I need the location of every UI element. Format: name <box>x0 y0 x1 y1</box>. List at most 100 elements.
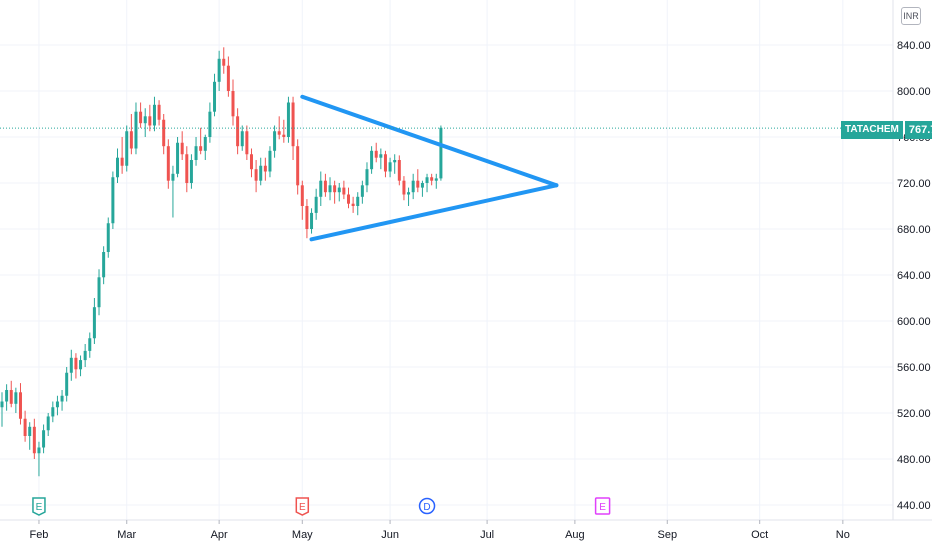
trendline[interactable] <box>309 183 559 242</box>
candle <box>46 413 50 436</box>
candle-body <box>120 157 124 166</box>
candle-body <box>208 111 212 137</box>
triangle-trendlines[interactable] <box>300 94 559 242</box>
event-marker-d[interactable]: D <box>418 497 436 515</box>
candle-body <box>0 401 4 408</box>
candle <box>360 180 364 204</box>
price-tick-label: 520.00 <box>897 408 931 420</box>
candle-body <box>263 165 267 172</box>
candle-body <box>162 119 166 147</box>
candle-body <box>203 137 207 151</box>
candle <box>402 176 406 201</box>
candle-body <box>383 154 387 172</box>
candle-body <box>296 146 300 186</box>
event-marker-e[interactable]: E <box>295 497 310 516</box>
candle-body <box>439 127 443 179</box>
candle-body <box>314 196 318 213</box>
candle-body <box>291 102 295 147</box>
candle-body <box>286 102 290 137</box>
candle <box>231 79 235 126</box>
candle <box>300 180 304 220</box>
candle-body <box>323 180 327 193</box>
candle <box>393 154 397 174</box>
candle-body <box>420 183 424 188</box>
candle-body <box>347 194 350 204</box>
time-tick-label: Jul <box>480 529 494 541</box>
time-tick-label: Mar <box>117 529 136 541</box>
candle-body <box>226 65 230 91</box>
candle <box>106 217 110 258</box>
price-axis[interactable]: 840.00800.00760.00720.00680.00640.00600.… <box>897 40 931 512</box>
candle-body <box>23 418 27 436</box>
candle <box>333 180 337 204</box>
candle <box>32 418 36 459</box>
time-tick-label: Apr <box>211 529 228 541</box>
candle <box>23 410 27 442</box>
candle-body <box>268 150 272 172</box>
candle-body <box>231 91 235 117</box>
candle-body <box>333 185 337 193</box>
candle <box>213 73 217 117</box>
candle <box>125 125 129 172</box>
candle <box>226 56 230 97</box>
candle <box>323 173 327 197</box>
candle <box>148 104 152 132</box>
event-marker-label: E <box>299 502 306 513</box>
candle <box>208 102 212 143</box>
candle <box>310 208 314 234</box>
candle-body <box>102 252 106 278</box>
candle-body <box>139 111 143 124</box>
candle <box>268 146 272 178</box>
candle <box>314 188 318 220</box>
candle <box>347 187 350 209</box>
candle <box>129 114 133 155</box>
candle-body <box>217 58 221 82</box>
candle-body <box>166 146 170 181</box>
candle <box>319 171 323 206</box>
time-axis[interactable]: Feb Mar Apr May Jun Jul Aug Sep Oct No <box>29 520 850 541</box>
candle <box>397 155 401 186</box>
candle <box>157 100 161 126</box>
candle <box>116 148 119 183</box>
currency-label[interactable]: INR <box>901 7 921 25</box>
candle <box>411 173 415 200</box>
candle <box>199 127 203 155</box>
time-tick-label: Jun <box>381 529 399 541</box>
candle-body <box>310 212 314 229</box>
chart-grid <box>0 0 893 520</box>
candle <box>370 146 374 174</box>
event-marker-e[interactable]: E <box>594 497 611 515</box>
candle <box>9 380 13 408</box>
event-marker-label: E <box>36 502 43 513</box>
candle-body <box>65 372 69 396</box>
symbol-label: TATACHEM <box>841 121 903 139</box>
candle <box>92 298 96 344</box>
last-price-value: 767.70 <box>904 121 932 139</box>
candle-body <box>69 357 73 373</box>
candle <box>259 157 263 186</box>
candle-body <box>180 142 184 155</box>
trendline[interactable] <box>300 94 559 188</box>
event-marker-label: E <box>599 502 606 513</box>
earnings-upcoming-icon <box>594 497 611 515</box>
candle <box>407 187 411 206</box>
candle-body <box>245 131 249 155</box>
candle <box>79 355 83 377</box>
candle-body <box>111 177 115 224</box>
candle <box>14 387 18 413</box>
candle <box>139 102 143 128</box>
candle-body <box>374 150 378 158</box>
candle <box>439 125 443 181</box>
candle-body <box>402 180 406 195</box>
candle-body <box>356 196 360 206</box>
candle <box>162 114 166 155</box>
candle <box>111 171 115 229</box>
candle <box>296 139 300 195</box>
candle <box>430 173 434 186</box>
candle-body <box>407 192 411 195</box>
candle <box>203 134 207 160</box>
event-marker-e[interactable]: E <box>32 497 46 516</box>
candle-body <box>319 180 323 197</box>
